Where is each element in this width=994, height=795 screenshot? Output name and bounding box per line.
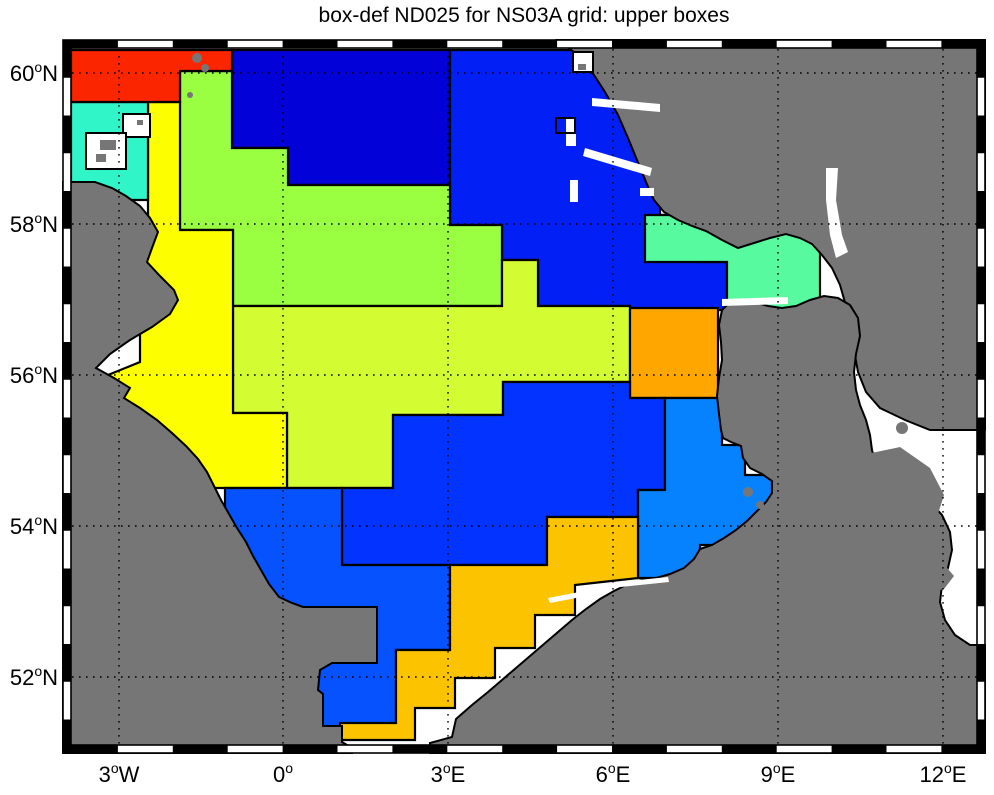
water-wadden-sliver-2 <box>610 577 669 588</box>
islet-fair-isle <box>187 92 193 98</box>
box-continental-gold <box>338 515 640 742</box>
map-frame-border <box>62 39 986 754</box>
subbox-fair-isle-white <box>122 113 151 138</box>
island-lolland <box>876 552 954 596</box>
y-tick-label: 56oN <box>10 361 58 388</box>
island-fyn <box>792 458 850 534</box>
island-laeso <box>869 341 883 355</box>
x-tick-label: 9oE <box>761 760 796 787</box>
islet-in-subbox <box>137 120 143 125</box>
islet-shetland-2 <box>201 64 209 72</box>
x-tick-label: 3oE <box>431 760 466 787</box>
frame-corner-diagonal <box>976 39 986 49</box>
water-coastal-patch-1 <box>566 128 576 146</box>
y-tick-label: 60oN <box>10 59 58 86</box>
island-als <box>780 538 796 554</box>
frame-outer-line <box>62 39 986 754</box>
y-tick-label: 54oN <box>10 512 58 539</box>
frame-corner-diagonal <box>62 39 72 49</box>
water-oslofjord <box>826 168 848 258</box>
x-tick-label: 0o <box>273 760 293 787</box>
islet-german-bight-1 <box>743 487 753 497</box>
x-tick-label: 6oE <box>596 760 631 787</box>
subbox-fjord-white-half <box>566 119 574 132</box>
figure-title: box-def ND025 for NS03A grid: upper boxe… <box>319 4 730 27</box>
map-layers <box>62 39 986 754</box>
water-limfjord <box>722 297 788 306</box>
island-orkney-1 <box>100 140 116 150</box>
frame-corner-diagonal <box>62 744 72 754</box>
water-hardangerfjord <box>583 148 652 176</box>
subbox-orkney-white <box>85 132 127 170</box>
y-tick-label: 52oN <box>10 663 58 690</box>
x-tick-label: 12oE <box>920 760 967 787</box>
water-wadden-sliver-1 <box>548 588 602 603</box>
y-tick-label: 58oN <box>10 210 58 237</box>
frame-corner-diagonal <box>976 744 986 754</box>
water-coastal-patch-3 <box>640 188 654 196</box>
islet-shetland-1 <box>192 53 202 63</box>
land-norway-sweden <box>555 39 986 431</box>
islet-in-norway-subbox <box>578 64 586 70</box>
box-jutland-orange <box>628 306 720 400</box>
island-orkney-2 <box>96 154 106 162</box>
frame-inner-line <box>70 47 978 746</box>
island-zealand <box>856 447 944 538</box>
water-sognefjord <box>592 98 660 112</box>
island-anholt <box>896 422 908 434</box>
water-coastal-patch-2 <box>570 180 578 202</box>
islet-german-bight-2 <box>756 501 764 509</box>
axis-tick-labels: 3oW 0o 3oE 6oE 9oE 12oE 60oN 58oN 56oN 54oN 52oN <box>10 59 967 787</box>
land-great-britain <box>62 181 378 754</box>
x-tick-label: 3oW <box>99 760 140 787</box>
